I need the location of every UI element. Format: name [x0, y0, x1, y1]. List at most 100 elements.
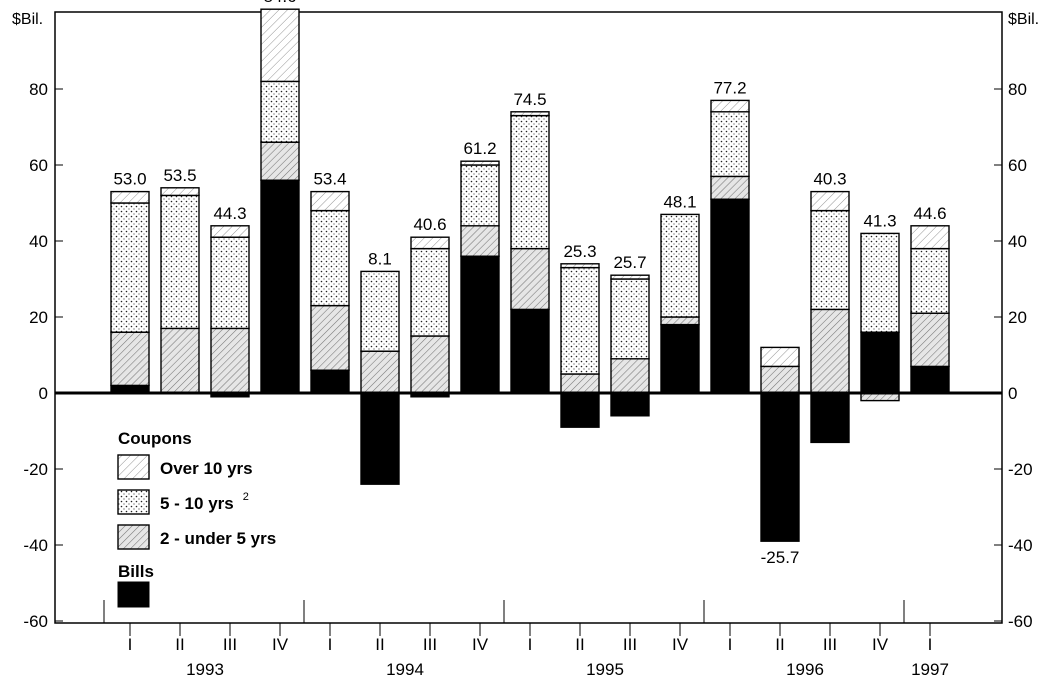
legend-label: 2 - under 5 yrs — [160, 529, 276, 548]
y-tick-label-left: 60 — [29, 156, 48, 175]
y-axis-right: -60 -40 -20 0 20 40 60 80 — [994, 80, 1033, 631]
bar-segment-2 — [460, 164, 500, 227]
year-label: 1995 — [586, 660, 624, 679]
y-tick-label-left: 0 — [39, 384, 48, 403]
bar-segment-3 — [710, 99, 750, 113]
quarter-label: I — [328, 635, 333, 654]
bar-segment-2 — [560, 266, 600, 375]
bar-segment-1 — [910, 312, 950, 368]
total-label: 44.6 — [913, 204, 946, 223]
total-label: 48.1 — [663, 192, 696, 211]
total-label: 41.3 — [863, 211, 896, 230]
bar-segment-3 — [260, 8, 300, 83]
total-label: 25.7 — [613, 253, 646, 272]
quarter-label: III — [223, 635, 237, 654]
quarter-label: IV — [472, 635, 489, 654]
bar-segment-1 — [410, 335, 450, 394]
y-tick-label-right: 40 — [1008, 232, 1027, 251]
legend-swatch — [117, 524, 150, 550]
bar-segment-0 — [860, 331, 900, 394]
bar-segment-2 — [110, 202, 150, 333]
quarter-label: II — [375, 635, 384, 654]
y-tick-label-right: 60 — [1008, 156, 1027, 175]
bar-segment-2 — [260, 80, 300, 143]
bar-segment-1 — [460, 225, 500, 257]
bar-segment-0 — [610, 392, 650, 417]
y-tick-label-left: -40 — [23, 536, 48, 555]
bar-segment-1 — [110, 331, 150, 387]
bar-segment-2 — [910, 247, 950, 314]
bar-segment-3 — [760, 346, 800, 368]
bar-segment-2 — [410, 247, 450, 337]
quarter-label: II — [575, 635, 584, 654]
bar-segment-1 — [310, 304, 350, 371]
bar-segment-1 — [810, 308, 850, 394]
bar-segment-1 — [510, 247, 550, 311]
year-label: 1994 — [386, 660, 424, 679]
total-label: 77.2 — [713, 78, 746, 97]
bar-segment-2 — [210, 236, 250, 330]
legend: Coupons Over 10 yrs 5 - 10 yrs 2 2 - under 5… — [117, 429, 276, 608]
bar-segment-1 — [210, 327, 250, 394]
bar-segment-0 — [510, 308, 550, 394]
unit-label-right: $Bil. — [1008, 11, 1039, 28]
y-tick-label-right: 0 — [1008, 384, 1017, 403]
bar-segment-3 — [510, 111, 550, 117]
y-axis-left: -60 -40 -20 0 20 40 60 80 — [23, 80, 63, 631]
quarter-label: I — [728, 635, 733, 654]
bar-segment-3 — [810, 190, 850, 212]
bar-segment-2 — [310, 209, 350, 307]
y-tick-label-right: -40 — [1008, 536, 1033, 555]
total-label: 25.3 — [563, 242, 596, 261]
total-label: 8.1 — [368, 249, 392, 268]
total-labels: 53.0 53.5 44.3 84.6 53.4 8.1 40.6 61.2 74.5 25.3 2… — [113, 0, 946, 567]
total-label: 53.4 — [313, 170, 346, 189]
bar-segment-0 — [310, 369, 350, 394]
legend-label: Over 10 yrs — [160, 459, 253, 478]
legend-swatch — [117, 454, 150, 480]
quarter-label: II — [775, 635, 784, 654]
bar-segment-2 — [810, 209, 850, 311]
bar-segment-0 — [910, 365, 950, 394]
bar-segment-1 — [260, 141, 300, 181]
total-label: 44.3 — [213, 204, 246, 223]
y-tick-label-right: 20 — [1008, 308, 1027, 327]
quarter-label: I — [528, 635, 533, 654]
bar-segment-2 — [860, 232, 900, 333]
y-tick-label-left: -60 — [23, 612, 48, 631]
bar-segment-1 — [760, 365, 800, 394]
unit-label-left: $Bil. — [12, 11, 43, 28]
bar-segment-1 — [360, 350, 400, 394]
total-label: 61.2 — [463, 139, 496, 158]
bar-segment-0 — [360, 392, 400, 485]
bar-segment-0 — [710, 198, 750, 394]
legend-superscript: 2 — [243, 491, 249, 503]
legend-swatch-bills — [117, 581, 150, 608]
total-label: 40.6 — [413, 215, 446, 234]
bar-segment-3 — [460, 160, 500, 166]
bar-segment-1 — [660, 316, 700, 326]
y-tick-label-left: 40 — [29, 232, 48, 251]
total-label: 53.0 — [113, 170, 146, 189]
y-tick-label-left: -20 — [23, 460, 48, 479]
quarter-label: I — [128, 635, 133, 654]
quarter-label: III — [423, 635, 437, 654]
year-label: 1997 — [911, 660, 949, 679]
bar-segment-2 — [360, 270, 400, 352]
bar-segment-3 — [210, 225, 250, 238]
bar-segment-2 — [660, 213, 700, 318]
bar-segment-0 — [460, 255, 500, 394]
y-tick-label-right: -20 — [1008, 460, 1033, 479]
bar-segment-3 — [110, 190, 150, 204]
total-label: 40.3 — [813, 170, 846, 189]
y-tick-label-left: 20 — [29, 308, 48, 327]
bar-segment-0 — [560, 392, 600, 428]
bar-segment-3 — [610, 274, 650, 280]
bar-segment-0 — [810, 392, 850, 444]
y-tick-label-right: -60 — [1008, 612, 1033, 631]
quarter-label: I — [928, 635, 933, 654]
bar-segment-0 — [760, 392, 800, 542]
bar-segment-2 — [610, 278, 650, 360]
total-label: 53.5 — [163, 166, 196, 185]
